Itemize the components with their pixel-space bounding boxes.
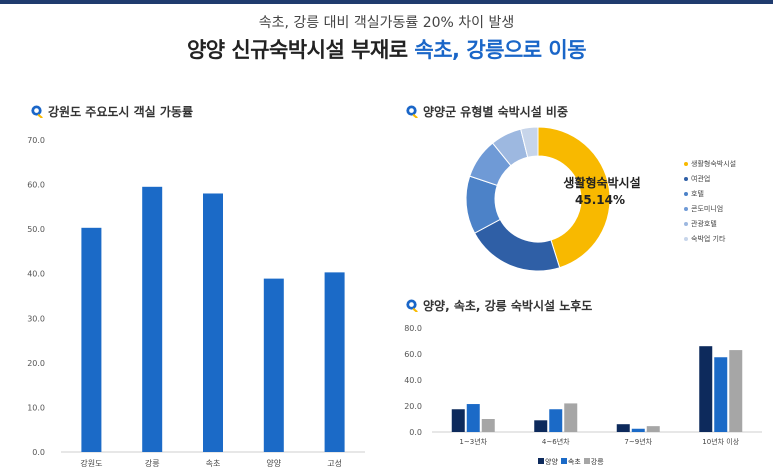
x-tick-label: 10년차 이상: [702, 437, 739, 446]
x-tick-label: 강릉: [145, 458, 160, 468]
legend-label: 강릉: [590, 458, 604, 466]
location-pin-icon: [406, 105, 418, 118]
headline-main: 양양 신규숙박시설 부재로: [186, 38, 415, 62]
aging-bar: [714, 357, 728, 432]
aging-bar: [534, 420, 548, 432]
occupancy-bar: [263, 278, 284, 452]
x-tick-label: 양양: [266, 459, 281, 468]
aging-bar: [646, 426, 660, 432]
legend-swatch: [684, 176, 688, 181]
legend-label: 관광호텔: [691, 219, 717, 228]
aging-bar: [616, 424, 630, 432]
legend-swatch: [684, 191, 688, 196]
donut-center-label: 생활형숙박시설: [563, 175, 640, 190]
aging-bar: [549, 409, 563, 432]
occupancy-bar: [142, 186, 163, 453]
page-subtitle: 속초, 강릉 대비 객실가동률 20% 차이 발생: [258, 15, 515, 31]
legend-label: 여관업: [691, 174, 711, 183]
y-tick-label: 50.0: [27, 225, 45, 234]
legend-label: 속초: [567, 458, 581, 466]
x-tick-label: 속초: [206, 459, 221, 468]
legend-swatch: [684, 236, 688, 241]
page-headline: 양양 신규숙박시설 부재로 속초, 강릉으로 이동: [0, 34, 773, 64]
occupancy-bar: [81, 227, 102, 452]
y-tick-label: 30.0: [27, 314, 45, 323]
aging-bar: [466, 404, 480, 432]
occupancy-bar: [324, 272, 345, 452]
y-tick-label: 0.0: [32, 448, 45, 457]
donut-slice: [520, 126, 539, 158]
donut-slice: [473, 218, 561, 272]
legend-swatch: [684, 221, 688, 226]
legend-swatch: [583, 458, 590, 464]
y-tick-label: 40.0: [404, 376, 422, 385]
donut-center-value: 45.14%: [575, 193, 625, 207]
aging-bar: [451, 409, 465, 432]
occupancy-chart-title-text: 강원도 주요도시 객실 가동률: [48, 105, 194, 119]
bar-legend-item: 속초: [560, 457, 581, 467]
legend-swatch: [684, 161, 688, 166]
aging-bar: [631, 428, 645, 432]
legend-label: 콘도미니엄: [691, 204, 724, 213]
y-tick-label: 10.0: [27, 403, 45, 412]
bar-legend-item: 양양: [538, 457, 558, 467]
occupancy-bar-chart: 0.0 10.0 20.0 30.0 40.0 50.0 60.0 70.0 강원도 강릉 속초 양양…: [27, 136, 365, 468]
x-tick-label: 4~6년차: [542, 437, 570, 446]
headline-accent: 속초, 강릉으로 이동: [414, 38, 587, 62]
legend-swatch: [538, 458, 544, 464]
legend-label: 생활형숙박시설: [691, 159, 737, 168]
aging-bar: [729, 350, 743, 432]
legend-label: 양양: [545, 458, 558, 466]
legend-swatch: [684, 206, 688, 211]
donut-legend-item: 여관업: [684, 171, 772, 186]
y-tick-label: 20.0: [27, 359, 45, 368]
location-pin-icon: [406, 299, 418, 312]
y-tick-label: 20.0: [404, 402, 422, 411]
aging-chart-title: 양양, 속초, 강릉 숙박시설 노후도: [405, 297, 592, 314]
donut-legend-item: 생활형숙박시설: [684, 156, 772, 171]
y-tick-label: 60.0: [404, 350, 422, 359]
x-tick-label: 7~9년차: [624, 437, 652, 446]
bar-legend-item: 강릉: [583, 457, 604, 467]
top-accent-bar: [0, 0, 773, 4]
aging-chart-title-text: 양양, 속초, 강릉 숙박시설 노후도: [423, 299, 593, 313]
occupancy-chart-title: 강원도 주요도시 객실 가동률: [30, 103, 193, 120]
aging-grouped-bar-chart: 0.0 20.0 40.0 60.0 80.0 1~3년차 4~6년차 7~9년차 10년차 이…: [404, 324, 762, 446]
legend-label: 호텔: [691, 189, 704, 198]
donut-legend-item: 숙박업 기타: [684, 231, 772, 246]
donut-slice: [537, 126, 611, 269]
aging-bar: [564, 403, 578, 432]
aging-bar: [699, 346, 713, 432]
donut-legend-item: 콘도미니엄: [684, 201, 772, 216]
x-tick-label: 강원도: [80, 458, 102, 468]
x-tick-label: 1~3년차: [459, 437, 487, 446]
aging-bar: [481, 419, 495, 432]
lodging-type-chart-title: 양양군 유형별 숙박시설 비중: [405, 103, 568, 120]
x-tick-label: 고성: [327, 459, 342, 468]
legend-label: 숙박업 기타: [691, 234, 726, 243]
y-tick-label: 70.0: [27, 136, 45, 145]
donut-legend-item: 호텔: [684, 186, 772, 201]
aging-chart-legend: 양양 속초 강릉: [538, 457, 604, 467]
occupancy-bar: [203, 193, 223, 452]
y-tick-label: 80.0: [404, 324, 422, 333]
donut-legend-item: 관광호텔: [684, 216, 772, 231]
legend-swatch: [560, 458, 567, 464]
location-pin-icon: [31, 105, 43, 118]
y-tick-label: 40.0: [27, 270, 45, 279]
lodging-type-chart-title-text: 양양군 유형별 숙박시설 비중: [423, 105, 569, 119]
y-tick-label: 0.0: [409, 428, 422, 437]
y-tick-label: 60.0: [27, 181, 45, 190]
lodging-type-donut-chart: 생활형숙박시설 45.14%: [465, 126, 641, 272]
